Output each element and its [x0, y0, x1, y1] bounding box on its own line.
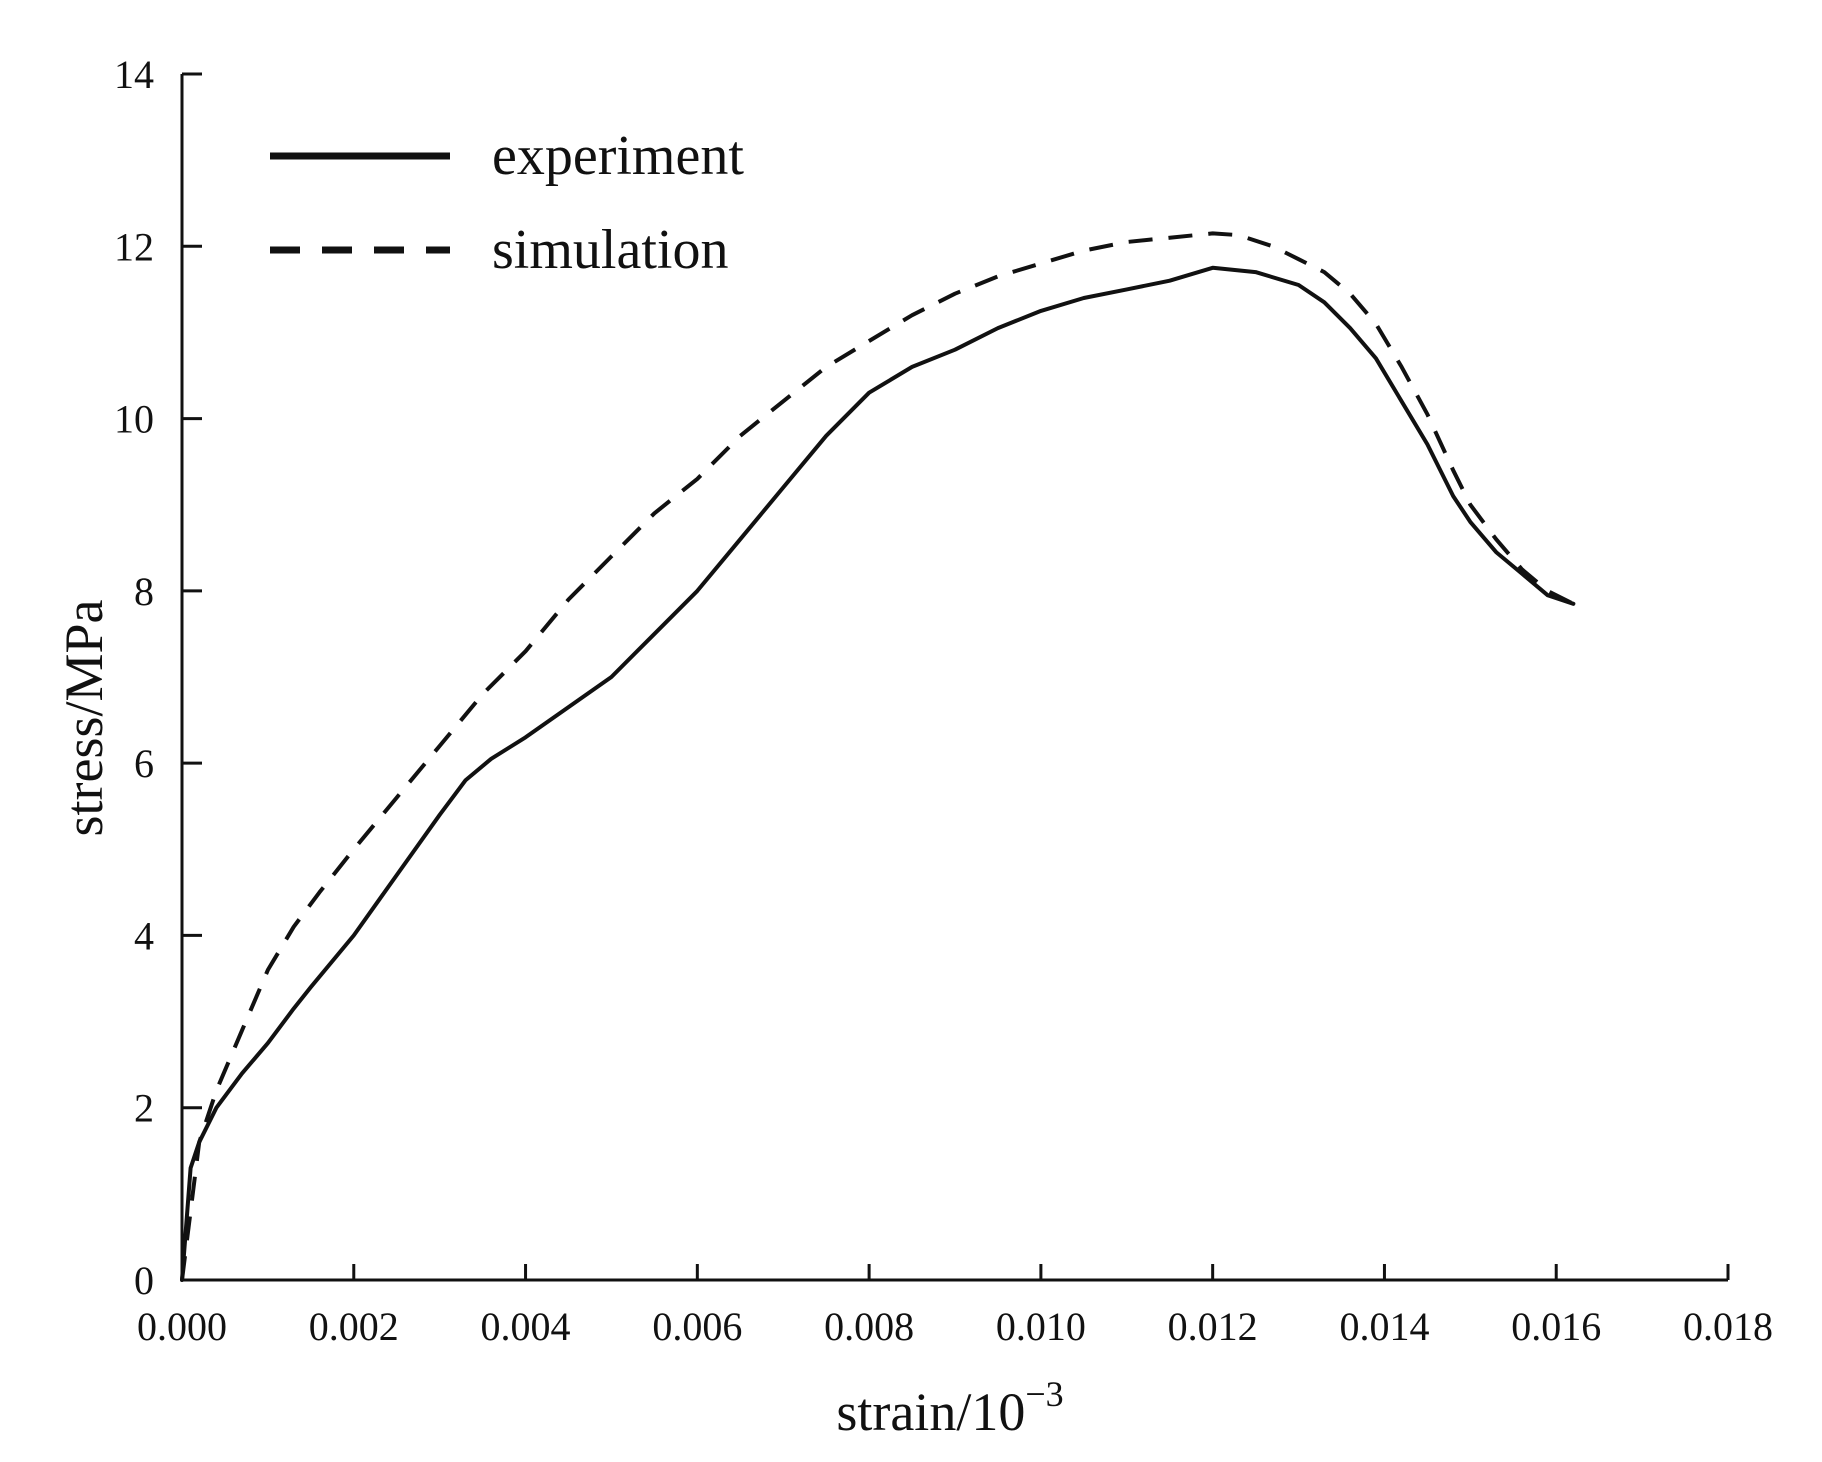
series-lines — [180, 231, 1576, 1282]
x-axis-title: strain/10−3 — [836, 1374, 1063, 1442]
x-tick-label: 0.006 — [652, 1304, 742, 1349]
y-tick-label: 14 — [114, 52, 154, 97]
series-line-experiment — [180, 265, 1576, 1282]
x-axis-title-base: strain/10 — [836, 1382, 1025, 1442]
y-axis-title: stress/MPa — [54, 599, 114, 836]
y-tick-label: 2 — [134, 1086, 154, 1131]
legend-simulation-label: simulation — [492, 219, 728, 281]
y-tick-label: 12 — [114, 224, 154, 269]
x-tick-label: 0.014 — [1339, 1304, 1429, 1349]
x-axis-title-exponent: −3 — [1025, 1374, 1063, 1414]
x-tick-label: 0.008 — [824, 1304, 914, 1349]
legend: experiment simulation — [270, 125, 744, 281]
axes: 0.000 0.002 0.004 0.006 0.008 0.010 0.012 0.014… — [114, 52, 1773, 1349]
x-tick-label: 0.004 — [481, 1304, 571, 1349]
x-tick-label: 0.012 — [1168, 1304, 1258, 1349]
y-tick-label: 0 — [134, 1258, 154, 1303]
y-tick-label: 8 — [134, 569, 154, 614]
y-tick-label: 4 — [134, 913, 154, 958]
x-tick-label: 0.000 — [137, 1304, 227, 1349]
x-tick-label: 0.010 — [996, 1304, 1086, 1349]
x-tick-label: 0.018 — [1683, 1304, 1773, 1349]
legend-experiment-label: experiment — [492, 125, 744, 187]
y-tick-label: 6 — [134, 741, 154, 786]
y-tick-label: 10 — [114, 397, 154, 442]
x-tick-label: 0.002 — [309, 1304, 399, 1349]
series-line-simulation — [180, 231, 1575, 1281]
x-tick-label: 0.016 — [1511, 1304, 1601, 1349]
